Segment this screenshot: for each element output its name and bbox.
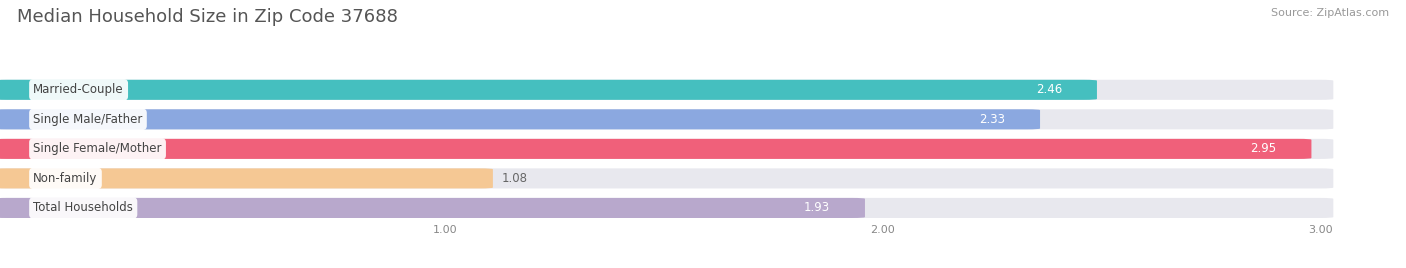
Text: 2.46: 2.46: [1036, 83, 1062, 96]
FancyBboxPatch shape: [0, 109, 1333, 129]
FancyBboxPatch shape: [0, 168, 494, 188]
FancyBboxPatch shape: [0, 80, 1097, 100]
Text: Single Female/Mother: Single Female/Mother: [34, 142, 162, 155]
Text: Single Male/Father: Single Male/Father: [34, 113, 142, 126]
FancyBboxPatch shape: [0, 139, 1312, 159]
Text: Married-Couple: Married-Couple: [34, 83, 124, 96]
Text: Median Household Size in Zip Code 37688: Median Household Size in Zip Code 37688: [17, 8, 398, 26]
FancyBboxPatch shape: [0, 198, 865, 218]
FancyBboxPatch shape: [0, 139, 1333, 159]
FancyBboxPatch shape: [0, 109, 1040, 129]
Text: 2.95: 2.95: [1250, 142, 1277, 155]
FancyBboxPatch shape: [0, 198, 1333, 218]
Text: Non-family: Non-family: [34, 172, 97, 185]
Text: Total Households: Total Households: [34, 202, 134, 214]
Text: 1.08: 1.08: [502, 172, 527, 185]
FancyBboxPatch shape: [0, 168, 1333, 188]
Text: 1.93: 1.93: [804, 202, 830, 214]
FancyBboxPatch shape: [0, 80, 1333, 100]
Text: Source: ZipAtlas.com: Source: ZipAtlas.com: [1271, 8, 1389, 18]
Text: 2.33: 2.33: [979, 113, 1005, 126]
